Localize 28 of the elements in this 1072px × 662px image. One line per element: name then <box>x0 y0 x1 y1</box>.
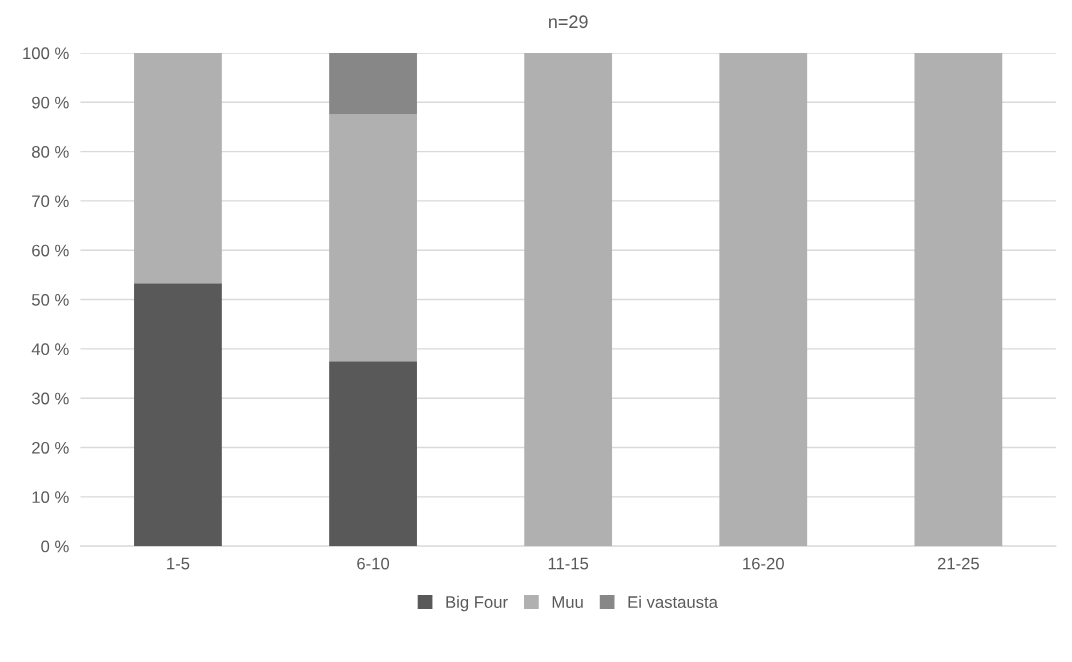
legend-label: Muu <box>552 596 583 608</box>
bar <box>719 52 808 547</box>
y-tick-label: 30 % <box>31 392 69 405</box>
legend-label: Ei vastausta <box>628 595 718 608</box>
bar <box>329 52 417 115</box>
chart-title: n=29 <box>549 15 588 29</box>
bar <box>914 52 1003 547</box>
x-tick-label: 1-5 <box>167 557 190 570</box>
y-tick-label: 10 % <box>32 491 69 504</box>
y-tick-label: 60 % <box>32 244 69 257</box>
bar <box>134 283 222 547</box>
y-tick-label: 70 % <box>32 195 69 208</box>
bar <box>329 361 417 547</box>
y-tick-label: 100 % <box>23 47 69 60</box>
bar <box>134 52 222 284</box>
y-tick-label: 90 % <box>32 96 69 109</box>
x-tick-label: 16-20 <box>743 557 784 570</box>
y-tick-label: 0 % <box>41 540 69 553</box>
legend-label: Big Four <box>446 595 508 612</box>
bar <box>524 52 613 547</box>
y-tick-label: 50 % <box>31 293 69 306</box>
y-tick-label: 80 % <box>32 146 69 158</box>
x-tick-label: 21-25 <box>937 557 979 570</box>
x-tick-label: 11-15 <box>548 557 589 570</box>
x-tick-label: 6-10 <box>357 557 390 570</box>
y-tick-label: 20 % <box>32 441 69 454</box>
bar <box>329 114 417 362</box>
y-tick-label: 40 % <box>31 343 69 356</box>
